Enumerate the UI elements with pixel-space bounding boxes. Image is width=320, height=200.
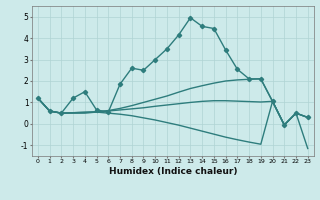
X-axis label: Humidex (Indice chaleur): Humidex (Indice chaleur) [108, 167, 237, 176]
